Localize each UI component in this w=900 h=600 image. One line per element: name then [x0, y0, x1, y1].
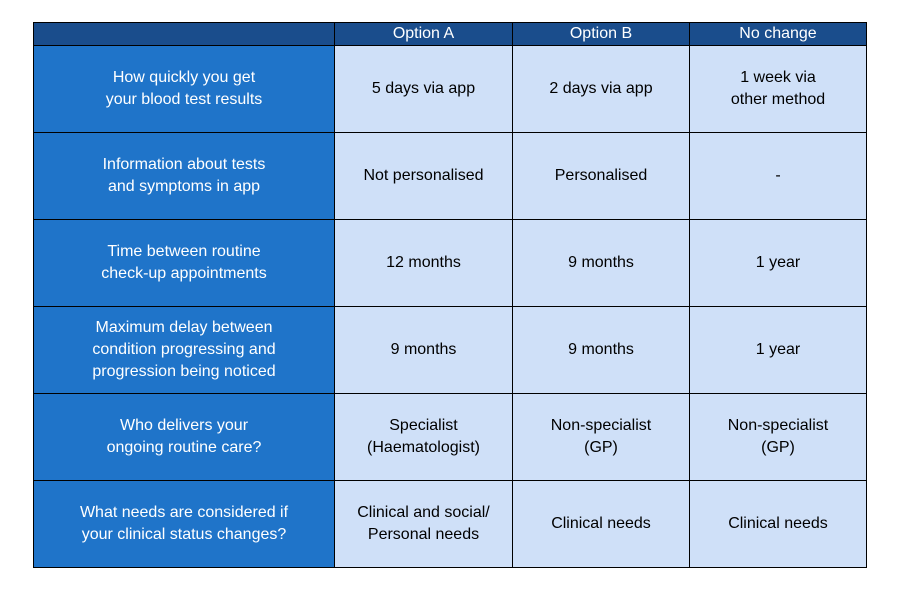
column-header: Option B: [512, 22, 690, 46]
row-label: What needs are considered if your clinic…: [33, 480, 335, 568]
header-row: Option A Option B No change: [33, 22, 867, 46]
table-row: Information about tests and symptoms in …: [33, 132, 867, 220]
table-cell: Non-specialist (GP): [512, 393, 690, 481]
table-cell: 1 week via other method: [689, 45, 867, 133]
table-row: Who delivers your ongoing routine care? S…: [33, 393, 867, 481]
table-cell: -: [689, 132, 867, 220]
table-cell: Personalised: [512, 132, 690, 220]
table-cell: Clinical and social/ Personal needs: [334, 480, 513, 568]
table-cell: Not personalised: [334, 132, 513, 220]
choice-table: Option A Option B No change How quickly yo…: [33, 22, 867, 568]
row-label: Time between routine check-up appointmen…: [33, 219, 335, 307]
table-body: How quickly you get your blood test resu…: [33, 45, 867, 568]
table-cell: 2 days via app: [512, 45, 690, 133]
table-cell: Clinical needs: [512, 480, 690, 568]
table-cell: Non-specialist (GP): [689, 393, 867, 481]
table-cell: 9 months: [334, 306, 513, 394]
row-label: How quickly you get your blood test resu…: [33, 45, 335, 133]
table-row: Time between routine check-up appointmen…: [33, 219, 867, 307]
table-cell: 12 months: [334, 219, 513, 307]
table-cell: 9 months: [512, 219, 690, 307]
column-header: Option A: [334, 22, 513, 46]
row-label: Information about tests and symptoms in …: [33, 132, 335, 220]
table-cell: 1 year: [689, 306, 867, 394]
row-label: Who delivers your ongoing routine care?: [33, 393, 335, 481]
table-cell: Clinical needs: [689, 480, 867, 568]
table-row: What needs are considered if your clinic…: [33, 480, 867, 568]
table-cell: Specialist (Haematologist): [334, 393, 513, 481]
column-header: No change: [689, 22, 867, 46]
row-label: Maximum delay between condition progress…: [33, 306, 335, 394]
table-cell: 9 months: [512, 306, 690, 394]
table-row: Maximum delay between condition progress…: [33, 306, 867, 394]
table-row: How quickly you get your blood test resu…: [33, 45, 867, 133]
header-corner: [33, 22, 335, 46]
table-cell: 1 year: [689, 219, 867, 307]
table-cell: 5 days via app: [334, 45, 513, 133]
